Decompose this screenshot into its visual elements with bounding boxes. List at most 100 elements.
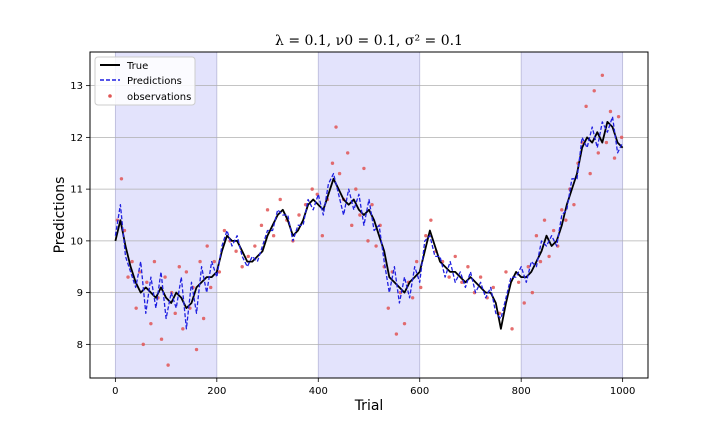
shaded-region (317, 51, 421, 379)
observation-point (181, 327, 185, 331)
observation-point (253, 244, 257, 248)
observation-point (350, 223, 354, 228)
observation-point (572, 202, 576, 207)
observation-point (424, 233, 428, 238)
observation-point (460, 280, 464, 284)
observation-point (217, 270, 222, 274)
observation-point (491, 285, 495, 290)
observation-point (330, 161, 335, 165)
observation-point (201, 316, 206, 321)
y-tick-label: 13 (70, 81, 83, 92)
observation-point (414, 259, 419, 264)
observation-point (504, 270, 508, 274)
observation-point (130, 259, 134, 264)
observation-point (366, 239, 370, 243)
observation-point (429, 218, 433, 222)
y-tick-label: 9 (77, 288, 83, 299)
observation-point (564, 218, 568, 222)
observation-point (453, 254, 457, 259)
observation-point (141, 342, 145, 347)
observation-point (354, 187, 358, 191)
x-tick-label: 0 (112, 386, 118, 397)
observation-point (374, 244, 378, 248)
observation-point (358, 213, 362, 217)
x-axis-title: Trial (354, 398, 384, 414)
observation-point (222, 228, 227, 233)
observation-point (538, 259, 543, 264)
y-tick-label: 11 (70, 185, 83, 196)
observation-point (126, 275, 130, 279)
y-tick-label: 10 (70, 236, 83, 247)
observation-point (612, 156, 617, 160)
observation-point (592, 89, 596, 93)
observation-point (194, 347, 199, 352)
observation-point (394, 332, 399, 336)
observation-point (526, 265, 530, 269)
observation-point (320, 233, 325, 238)
observation-point (149, 321, 153, 326)
x-axis-ticks: 0 200 400 600 800 1000 (112, 378, 635, 397)
shaded-region (114, 51, 218, 379)
observation-point (596, 151, 600, 155)
observation-point (588, 171, 592, 176)
plot-area-frame (89, 51, 649, 379)
observation-point (122, 228, 127, 233)
legend-predictions-label: Predictions (127, 76, 182, 87)
observation-point (278, 197, 282, 202)
observation-point (246, 254, 250, 259)
legend-observations-label: observations (127, 92, 191, 103)
observation-point (209, 285, 213, 290)
observation-point (184, 270, 189, 274)
observation-point (134, 306, 138, 310)
x-tick-label: 1000 (610, 386, 635, 397)
observation-point (547, 254, 551, 259)
y-axis-title: Predictions (52, 177, 68, 254)
observation-point (345, 151, 350, 155)
observation-point (560, 208, 564, 212)
y-tick-label: 8 (77, 340, 83, 351)
plot-series (114, 73, 624, 367)
observation-point (234, 249, 238, 253)
observation-point (600, 73, 605, 77)
observation-point (198, 259, 202, 264)
observation-point (551, 228, 556, 233)
observation-point (163, 275, 167, 279)
observation-point (608, 109, 613, 114)
observation-point (530, 290, 535, 295)
observation-point (478, 275, 483, 279)
legend-true-label: True (126, 61, 148, 72)
observation-point (310, 187, 314, 191)
observation-point (584, 104, 588, 109)
observation-point (616, 114, 621, 119)
x-tick-label: 400 (309, 386, 328, 397)
observation-point (604, 140, 609, 145)
observation-point (212, 259, 216, 264)
observation-point (152, 259, 157, 264)
observation-point (516, 280, 521, 284)
observation-point (334, 125, 338, 129)
x-tick-label: 800 (512, 386, 531, 397)
observation-point (177, 265, 181, 269)
observation-point (510, 327, 514, 331)
observation-point (419, 285, 423, 290)
y-axis-ticks: 8 9 10 11 12 13 (70, 81, 90, 351)
legend: True Predictions observations (94, 56, 196, 106)
observation-point (159, 337, 164, 341)
x-tick-label: 200 (207, 386, 226, 397)
observation-point (240, 265, 244, 269)
observation-point (271, 233, 276, 238)
predictions-line (114, 116, 624, 330)
observation-point (466, 265, 470, 269)
observation-point (534, 233, 539, 238)
observation-point (166, 363, 170, 367)
y-tick-label: 12 (70, 133, 83, 144)
observation-point (402, 321, 407, 326)
observation-point (119, 177, 124, 181)
observation-point (265, 208, 270, 212)
legend-box (94, 56, 196, 106)
chart-title: λ = 0.1, ν0 = 0.1, σ² = 0.1 (275, 33, 463, 49)
observation-point (205, 244, 209, 248)
observation-point (337, 171, 342, 176)
observation-point (386, 306, 390, 310)
